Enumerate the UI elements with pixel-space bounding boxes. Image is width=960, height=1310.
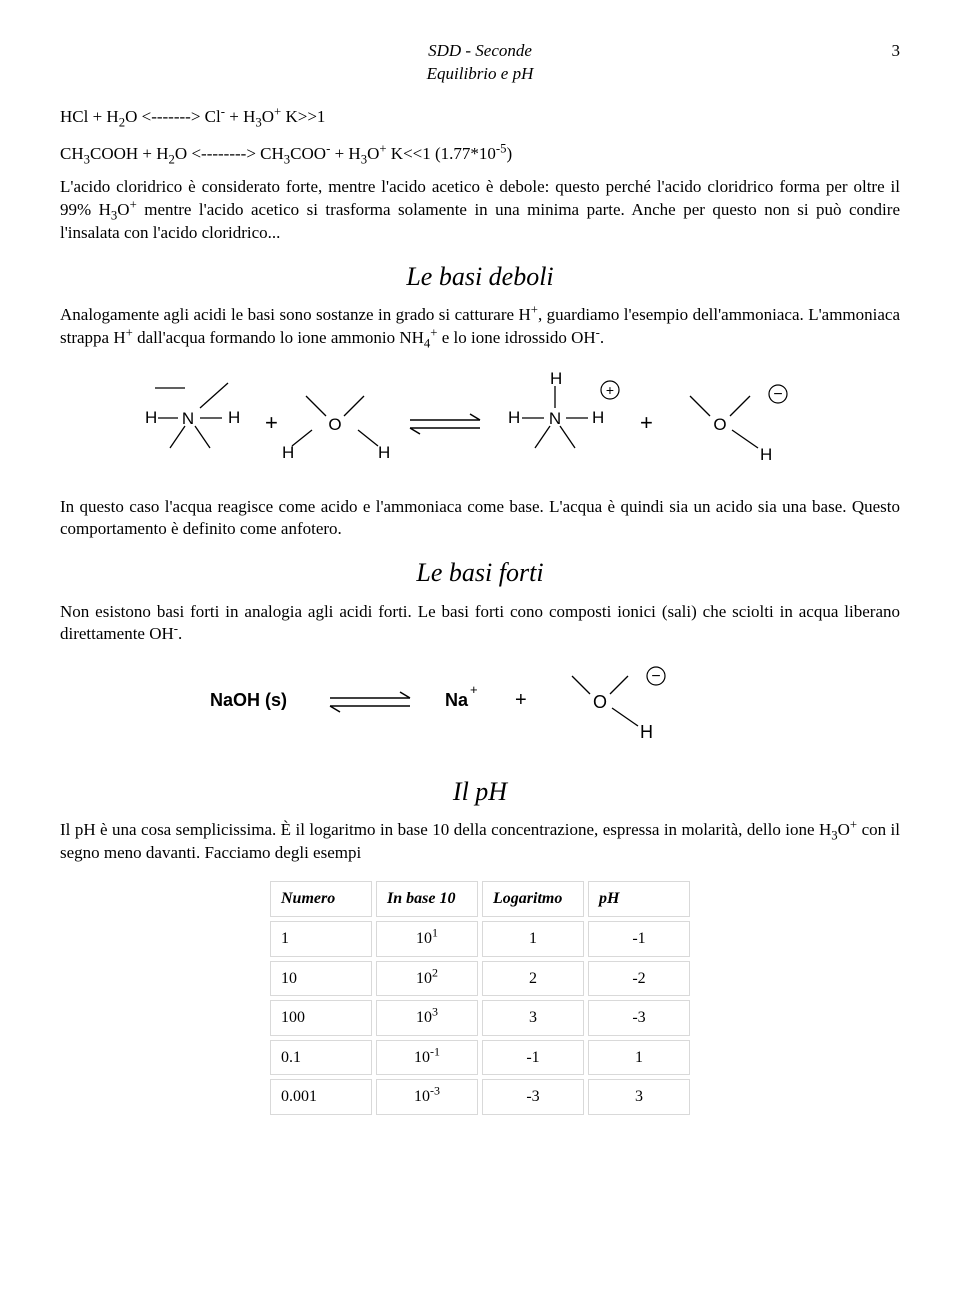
- header-line2: Equilibrio e pH: [60, 63, 900, 86]
- table-row: 11011-1: [270, 921, 690, 957]
- molecule-nh4-plus: N H H H +: [508, 369, 619, 448]
- molecule-oh-minus: O H −: [690, 385, 787, 464]
- heading-basi-forti: Le basi forti: [60, 555, 900, 590]
- table-header-row: Numero In base 10 Logaritmo pH: [270, 881, 690, 917]
- na-label: Na: [445, 690, 469, 710]
- plus-sign-3: +: [515, 689, 527, 711]
- paragraph-basi-deboli: Analogamente agli acidi le basi sono sos…: [60, 304, 900, 350]
- equation-hcl: HCl + H2O <-------> Cl- + H3O+ K>>1: [60, 106, 900, 129]
- svg-text:O: O: [713, 415, 726, 434]
- svg-text:N: N: [549, 409, 561, 428]
- plus-sign-1: +: [265, 410, 278, 435]
- table-row: 0.110-1-11: [270, 1040, 690, 1076]
- svg-text:H: H: [592, 408, 604, 427]
- heading-basi-deboli: Le basi deboli: [60, 259, 900, 294]
- col-numero: Numero: [270, 881, 372, 917]
- table-row: 0.00110-3-33: [270, 1079, 690, 1115]
- molecule-h2o: O H H: [282, 396, 390, 462]
- page-header: SDD - Seconde Equilibrio e pH 3: [60, 40, 900, 86]
- svg-text:H: H: [640, 722, 653, 742]
- equilibrium-arrows-icon: [410, 414, 480, 434]
- page-number: 3: [892, 40, 901, 63]
- svg-text:H: H: [508, 408, 520, 427]
- equation-ch3cooh: CH3COOH + H2O <--------> CH3COO- + H3O+ …: [60, 143, 900, 166]
- svg-text:−: −: [651, 668, 660, 685]
- svg-text:N: N: [182, 409, 194, 428]
- table-row: 1001033-3: [270, 1000, 690, 1036]
- diagram-ammonia-reaction: N H H + O H H N: [60, 368, 900, 478]
- ph-table: Numero In base 10 Logaritmo pH 11011-1 10…: [266, 877, 694, 1119]
- paragraph-basi-forti: Non esistono basi forti in analogia agli…: [60, 601, 900, 647]
- header-line1: SDD - Seconde: [60, 40, 900, 63]
- molecule-oh-minus-2: O H −: [572, 667, 665, 742]
- svg-text:H: H: [378, 443, 390, 462]
- diagram-naoh-reaction: NaOH (s) Na + + O H −: [60, 664, 900, 744]
- plus-sign-2: +: [640, 410, 653, 435]
- svg-text:H: H: [282, 443, 294, 462]
- svg-text:H: H: [760, 445, 772, 464]
- svg-text:+: +: [606, 382, 614, 398]
- svg-text:H: H: [145, 408, 157, 427]
- paragraph-anfotero: In questo caso l'acqua reagisce come aci…: [60, 496, 900, 542]
- col-base10: In base 10: [376, 881, 478, 917]
- na-charge: +: [470, 682, 478, 697]
- molecule-nh3: N H H: [145, 383, 240, 448]
- col-logaritmo: Logaritmo: [482, 881, 584, 917]
- equilibrium-arrows-icon-2: [330, 692, 410, 712]
- naoh-label: NaOH (s): [210, 690, 287, 710]
- heading-ph: Il pH: [60, 774, 900, 809]
- svg-text:H: H: [228, 408, 240, 427]
- svg-text:O: O: [328, 415, 341, 434]
- paragraph-acidi-forti: L'acido cloridrico è considerato forte, …: [60, 176, 900, 245]
- paragraph-ph: Il pH è una cosa semplicissima. È il log…: [60, 819, 900, 865]
- svg-text:O: O: [593, 692, 607, 712]
- svg-text:−: −: [773, 386, 782, 403]
- svg-text:H: H: [550, 369, 562, 388]
- table-row: 101022-2: [270, 961, 690, 997]
- col-ph: pH: [588, 881, 690, 917]
